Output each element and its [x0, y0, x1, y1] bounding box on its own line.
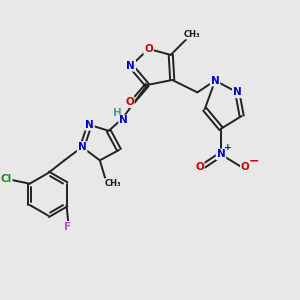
- Text: F: F: [64, 222, 72, 232]
- Text: H: H: [112, 108, 121, 118]
- Text: N: N: [78, 142, 86, 152]
- Text: N: N: [217, 149, 225, 159]
- Text: O: O: [144, 44, 153, 54]
- Text: CH₃: CH₃: [184, 30, 200, 39]
- Text: +: +: [224, 143, 231, 152]
- Text: N: N: [119, 116, 128, 125]
- Text: N: N: [233, 87, 242, 98]
- Text: N: N: [127, 61, 135, 71]
- Text: CH₃: CH₃: [105, 179, 122, 188]
- Text: O: O: [125, 97, 134, 107]
- Text: O: O: [241, 162, 250, 172]
- Text: N: N: [211, 76, 220, 85]
- Text: −: −: [249, 155, 259, 168]
- Text: Cl: Cl: [0, 174, 12, 184]
- Text: N: N: [85, 120, 94, 130]
- Text: O: O: [195, 162, 204, 172]
